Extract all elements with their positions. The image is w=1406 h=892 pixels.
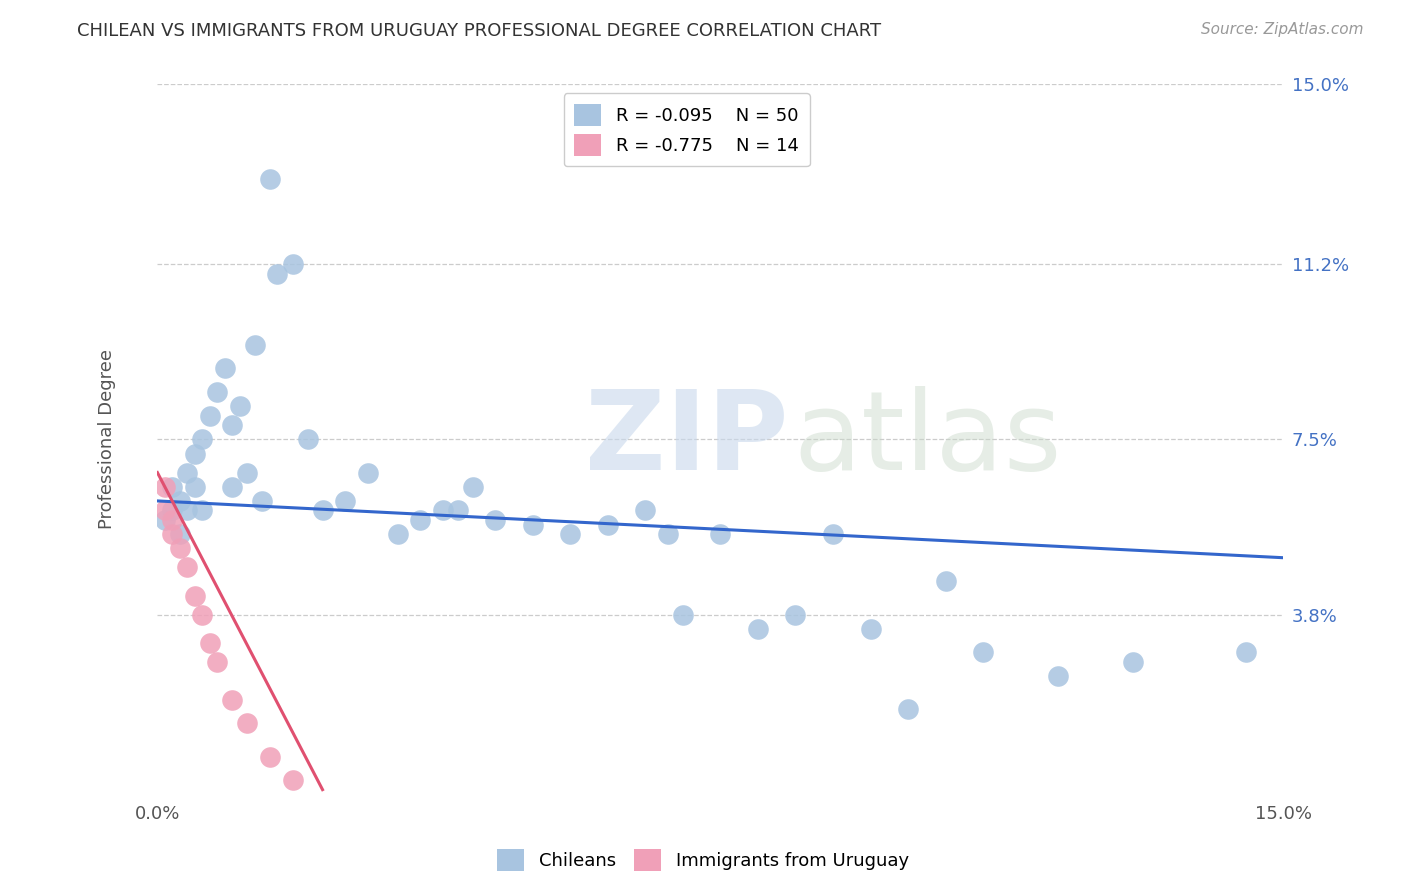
Point bbox=[252, 494, 274, 508]
Point bbox=[153, 513, 176, 527]
Point bbox=[162, 503, 184, 517]
Point bbox=[596, 517, 619, 532]
Legend: Chileans, Immigrants from Uruguay: Chileans, Immigrants from Uruguay bbox=[491, 842, 915, 879]
Text: Professional Degree: Professional Degree bbox=[98, 350, 115, 530]
Point bbox=[169, 494, 191, 508]
Point bbox=[176, 503, 198, 517]
Point bbox=[184, 589, 207, 603]
Point bbox=[198, 409, 221, 423]
Point bbox=[191, 607, 214, 622]
Point bbox=[184, 447, 207, 461]
Point bbox=[229, 399, 252, 413]
Point bbox=[356, 466, 378, 480]
Point bbox=[1122, 655, 1144, 669]
Point bbox=[709, 527, 731, 541]
Point bbox=[560, 527, 582, 541]
Text: CHILEAN VS IMMIGRANTS FROM URUGUAY PROFESSIONAL DEGREE CORRELATION CHART: CHILEAN VS IMMIGRANTS FROM URUGUAY PROFE… bbox=[77, 22, 882, 40]
Point bbox=[176, 560, 198, 574]
Point bbox=[972, 645, 994, 659]
Point bbox=[522, 517, 544, 532]
Point bbox=[221, 692, 243, 706]
Point bbox=[169, 541, 191, 556]
Point bbox=[259, 172, 281, 186]
Text: atlas: atlas bbox=[793, 386, 1062, 493]
Point bbox=[221, 418, 243, 433]
Point bbox=[461, 480, 484, 494]
Point bbox=[859, 622, 882, 636]
Point bbox=[259, 749, 281, 764]
Point bbox=[484, 513, 506, 527]
Point bbox=[162, 513, 184, 527]
Point bbox=[672, 607, 695, 622]
Point bbox=[446, 503, 468, 517]
Point bbox=[221, 480, 243, 494]
Text: ZIP: ZIP bbox=[585, 386, 789, 493]
Point bbox=[207, 385, 229, 400]
Point bbox=[281, 773, 304, 788]
Point bbox=[169, 527, 191, 541]
Point bbox=[333, 494, 356, 508]
Point bbox=[153, 480, 176, 494]
Point bbox=[409, 513, 432, 527]
Point bbox=[1234, 645, 1257, 659]
Point bbox=[785, 607, 807, 622]
Point bbox=[634, 503, 657, 517]
Point bbox=[236, 466, 259, 480]
Point bbox=[191, 433, 214, 447]
Point bbox=[281, 257, 304, 271]
Point bbox=[387, 527, 409, 541]
Point bbox=[311, 503, 333, 517]
Point bbox=[432, 503, 454, 517]
Point bbox=[153, 503, 176, 517]
Point bbox=[657, 527, 679, 541]
Point bbox=[243, 337, 266, 351]
Point bbox=[266, 267, 288, 281]
Point bbox=[1047, 669, 1070, 683]
Point bbox=[297, 433, 319, 447]
Point bbox=[207, 655, 229, 669]
Legend: R = -0.095    N = 50, R = -0.775    N = 14: R = -0.095 N = 50, R = -0.775 N = 14 bbox=[564, 94, 810, 167]
Point bbox=[935, 574, 957, 589]
Point bbox=[236, 716, 259, 731]
Point bbox=[198, 636, 221, 650]
Point bbox=[191, 503, 214, 517]
Point bbox=[176, 466, 198, 480]
Point bbox=[747, 622, 769, 636]
Point bbox=[897, 702, 920, 716]
Point bbox=[821, 527, 844, 541]
Point bbox=[214, 361, 236, 376]
Point bbox=[184, 480, 207, 494]
Point bbox=[162, 527, 184, 541]
Text: Source: ZipAtlas.com: Source: ZipAtlas.com bbox=[1201, 22, 1364, 37]
Point bbox=[162, 480, 184, 494]
